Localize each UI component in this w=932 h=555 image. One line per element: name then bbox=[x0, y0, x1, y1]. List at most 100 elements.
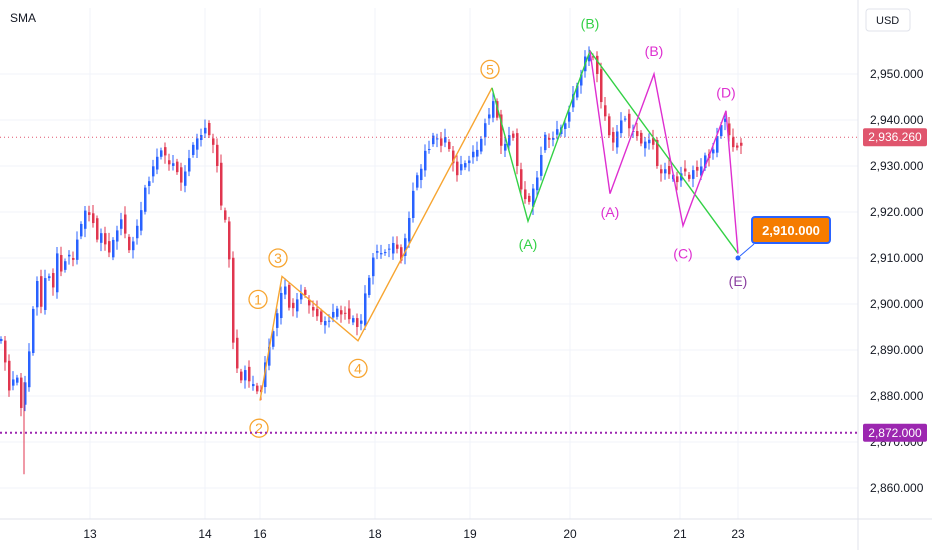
candle-body bbox=[80, 223, 83, 237]
wave-label-circle bbox=[248, 289, 268, 310]
candle-body bbox=[16, 377, 19, 383]
candle-body bbox=[324, 321, 327, 326]
candle-body bbox=[128, 236, 131, 251]
candle-body bbox=[332, 311, 335, 318]
wave-label: (A) bbox=[601, 204, 620, 220]
correction-wave-line-green bbox=[491, 49, 739, 254]
candle-body bbox=[208, 122, 211, 136]
candle-body bbox=[216, 144, 219, 166]
candle-body bbox=[712, 149, 715, 154]
candle-body bbox=[88, 212, 91, 215]
indicator-label[interactable]: SMA bbox=[10, 11, 36, 25]
target-annotation[interactable]: 2,910.000 bbox=[735, 216, 831, 261]
wave-label: (D) bbox=[716, 84, 735, 100]
candle-body bbox=[104, 233, 107, 245]
wave-label: 2 bbox=[255, 420, 263, 436]
price-axis-tags: 2,936.260 2,872.000 bbox=[863, 128, 927, 442]
candle-body bbox=[376, 251, 379, 253]
candle-body bbox=[32, 308, 35, 353]
candle-body bbox=[468, 160, 471, 164]
time-tick-label: 18 bbox=[368, 527, 382, 541]
candle-body bbox=[500, 114, 503, 146]
candle-body bbox=[692, 170, 695, 179]
candle-body bbox=[660, 169, 663, 174]
target-box[interactable] bbox=[751, 216, 831, 244]
candle-body bbox=[4, 340, 7, 363]
candle-body bbox=[116, 230, 119, 242]
candle-body bbox=[48, 276, 51, 279]
candle-body bbox=[568, 112, 571, 122]
candle-body bbox=[720, 125, 723, 137]
current-price-tag-box bbox=[863, 128, 927, 147]
candle-body bbox=[436, 138, 439, 140]
candle-body bbox=[516, 133, 519, 166]
time-tick-label: 20 bbox=[563, 527, 577, 541]
wave-label: 3 bbox=[274, 250, 282, 266]
candle-body bbox=[580, 74, 583, 86]
candle-body bbox=[112, 239, 115, 258]
candle-body bbox=[160, 150, 163, 157]
time-axis[interactable]: 13 14 16 18 19 20 21 23 bbox=[83, 527, 745, 541]
candle-body bbox=[348, 308, 351, 320]
correction-wave-line-magenta bbox=[589, 50, 739, 254]
candle-body bbox=[464, 163, 467, 168]
candle-body bbox=[576, 85, 579, 98]
candle-body bbox=[64, 261, 67, 270]
wave-label-circle bbox=[268, 248, 288, 268]
candle-body bbox=[596, 55, 599, 74]
wave-label: (B) bbox=[581, 15, 600, 31]
wave-label: (B) bbox=[645, 43, 664, 59]
candle-body bbox=[60, 255, 63, 272]
candle-body bbox=[184, 171, 187, 186]
time-tick-label: 13 bbox=[83, 527, 97, 541]
candle-body bbox=[428, 148, 431, 150]
candle-body bbox=[532, 188, 535, 207]
candle-body bbox=[452, 150, 455, 164]
candle-body bbox=[536, 177, 539, 191]
price-tick-label: 2,940.000 bbox=[870, 113, 924, 127]
candle-body bbox=[704, 155, 707, 169]
price-tick-label: 2,920.000 bbox=[870, 205, 924, 219]
price-tick-label: 2,930.000 bbox=[870, 159, 924, 173]
candle-body bbox=[732, 136, 735, 148]
candle-body bbox=[56, 253, 59, 293]
currency-button[interactable] bbox=[865, 8, 911, 32]
candle-body bbox=[172, 163, 175, 166]
candle-body bbox=[480, 138, 483, 152]
candle-body bbox=[396, 244, 399, 249]
candle-body bbox=[476, 149, 479, 157]
candle-body bbox=[356, 318, 359, 327]
target-point bbox=[735, 255, 741, 261]
candle-body bbox=[440, 138, 443, 146]
candle-body bbox=[408, 217, 411, 242]
candle-body bbox=[196, 138, 199, 150]
candle-body bbox=[156, 156, 159, 170]
price-tick-label: 2,950.000 bbox=[870, 67, 924, 81]
grid-lines bbox=[0, 8, 858, 519]
price-tick-label: 2,910.000 bbox=[870, 251, 924, 265]
wave-label-circle bbox=[249, 418, 269, 438]
candle-body bbox=[688, 174, 691, 179]
support-price-tag: 2,872.000 bbox=[868, 426, 922, 440]
candle-body bbox=[144, 187, 147, 212]
candle-body bbox=[256, 385, 259, 392]
price-tick-label: 2,860.000 bbox=[870, 481, 924, 495]
candle-body bbox=[280, 292, 283, 319]
candle-body bbox=[20, 377, 23, 408]
candle-body bbox=[384, 252, 387, 254]
candle-body bbox=[244, 370, 247, 381]
candle-body bbox=[176, 161, 179, 173]
candle-body bbox=[664, 169, 667, 174]
candle-body bbox=[364, 293, 367, 326]
wave-label: (E) bbox=[729, 273, 748, 289]
candle-body bbox=[204, 127, 207, 134]
candle-body bbox=[312, 306, 315, 311]
target-price-label[interactable]: 2,910.000 bbox=[762, 223, 820, 238]
candle-body bbox=[92, 213, 95, 224]
candle-body bbox=[124, 214, 127, 234]
candle-body bbox=[684, 168, 687, 172]
currency-label[interactable]: USD bbox=[876, 15, 899, 27]
candle-body bbox=[380, 253, 383, 255]
